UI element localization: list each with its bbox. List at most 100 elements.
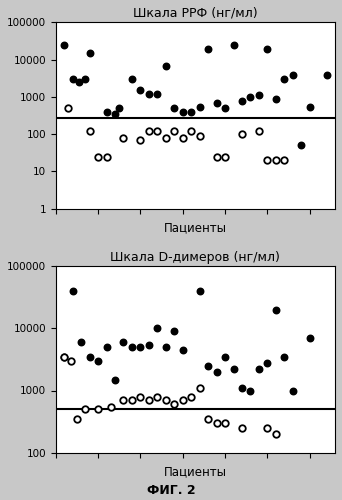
- Point: [281, 352, 287, 360]
- Point: [83, 405, 88, 413]
- Point: [155, 392, 160, 400]
- Point: [188, 108, 194, 116]
- Point: [265, 44, 270, 52]
- Point: [146, 340, 152, 348]
- Point: [214, 419, 219, 427]
- Point: [265, 424, 270, 432]
- Point: [155, 90, 160, 98]
- Point: [180, 108, 185, 116]
- Point: [307, 334, 312, 342]
- Point: [163, 62, 169, 70]
- Point: [214, 98, 219, 106]
- Point: [265, 359, 270, 367]
- Point: [68, 357, 74, 365]
- Point: [239, 96, 245, 104]
- Point: [214, 152, 219, 160]
- Point: [172, 328, 177, 336]
- Point: [155, 128, 160, 136]
- Point: [129, 396, 135, 404]
- Point: [163, 134, 169, 142]
- Point: [290, 70, 295, 78]
- Point: [180, 134, 185, 142]
- Point: [324, 70, 329, 78]
- Point: [188, 128, 194, 136]
- Point: [146, 90, 152, 98]
- Point: [188, 392, 194, 400]
- Point: [163, 343, 169, 351]
- Point: [256, 366, 262, 374]
- Point: [104, 343, 109, 351]
- Point: [299, 142, 304, 150]
- Point: [197, 287, 202, 295]
- Point: [87, 49, 92, 57]
- Point: [180, 346, 185, 354]
- Point: [83, 75, 88, 83]
- Point: [87, 352, 92, 360]
- Point: [95, 357, 101, 365]
- Point: [87, 128, 92, 136]
- Point: [155, 324, 160, 332]
- Point: [138, 392, 143, 400]
- Point: [66, 104, 71, 112]
- Point: [163, 396, 169, 404]
- Point: [62, 352, 67, 360]
- Point: [222, 352, 228, 360]
- Point: [112, 376, 118, 384]
- Point: [129, 343, 135, 351]
- X-axis label: Пациенты: Пациенты: [164, 465, 227, 478]
- Point: [256, 128, 262, 136]
- Point: [78, 338, 84, 346]
- Point: [138, 86, 143, 94]
- Point: [172, 400, 177, 408]
- Point: [62, 41, 67, 49]
- Point: [121, 396, 126, 404]
- Point: [121, 338, 126, 346]
- Point: [104, 152, 109, 160]
- Point: [273, 156, 278, 164]
- Point: [222, 104, 228, 112]
- Point: [180, 396, 185, 404]
- Point: [273, 306, 278, 314]
- Point: [197, 102, 202, 110]
- Point: [62, 352, 67, 360]
- Point: [222, 152, 228, 160]
- Point: [129, 75, 135, 83]
- Point: [273, 94, 278, 102]
- Point: [231, 366, 236, 374]
- Point: [172, 104, 177, 112]
- Title: Шкала РРФ (нг/мл): Шкала РРФ (нг/мл): [133, 7, 258, 20]
- Point: [138, 343, 143, 351]
- Point: [273, 430, 278, 438]
- Point: [214, 368, 219, 376]
- Point: [307, 102, 312, 110]
- Text: ФИГ. 2: ФИГ. 2: [147, 484, 195, 498]
- Point: [138, 136, 143, 144]
- X-axis label: Пациенты: Пациенты: [164, 221, 227, 234]
- Point: [197, 384, 202, 392]
- Point: [248, 386, 253, 394]
- Point: [239, 424, 245, 432]
- Point: [239, 384, 245, 392]
- Point: [290, 386, 295, 394]
- Point: [239, 130, 245, 138]
- Point: [172, 128, 177, 136]
- Point: [77, 78, 82, 86]
- Point: [281, 156, 287, 164]
- Point: [206, 415, 211, 423]
- Point: [206, 362, 211, 370]
- Point: [117, 104, 122, 112]
- Point: [231, 41, 236, 49]
- Point: [104, 108, 109, 116]
- Point: [197, 132, 202, 140]
- Point: [70, 287, 76, 295]
- Point: [146, 396, 152, 404]
- Point: [108, 402, 114, 410]
- Point: [248, 93, 253, 101]
- Point: [146, 128, 152, 136]
- Point: [74, 415, 80, 423]
- Point: [95, 405, 101, 413]
- Point: [265, 156, 270, 164]
- Point: [70, 75, 76, 83]
- Point: [256, 92, 262, 100]
- Point: [112, 110, 118, 118]
